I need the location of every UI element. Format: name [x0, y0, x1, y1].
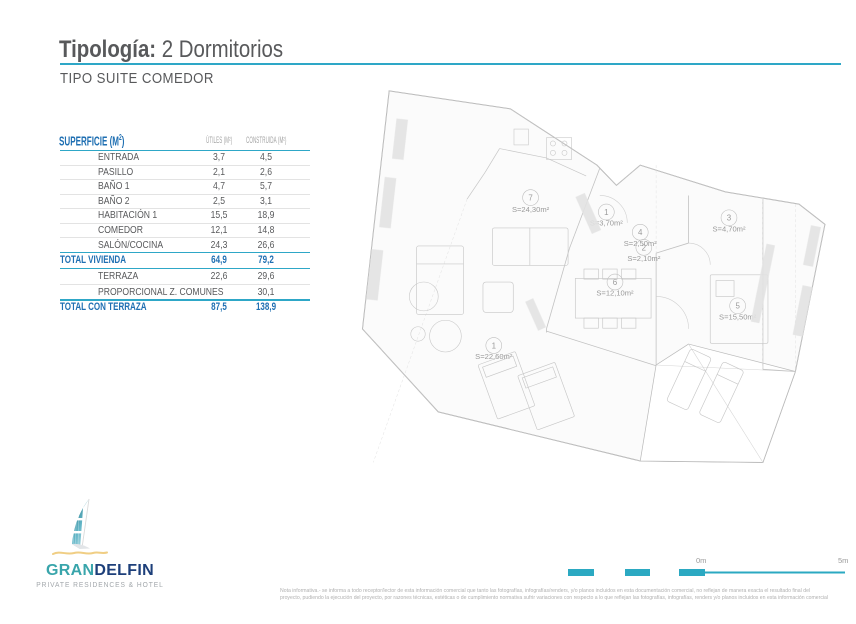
svg-text:S=22,60m²: S=22,60m²: [475, 352, 513, 361]
svg-text:2: 2: [642, 243, 646, 252]
svg-text:5: 5: [735, 302, 740, 311]
svg-text:4: 4: [638, 228, 643, 237]
svg-text:S=12,10m²: S=12,10m²: [596, 289, 634, 298]
svg-text:S=15,50m²: S=15,50m²: [719, 313, 757, 322]
svg-text:7: 7: [528, 193, 532, 202]
svg-text:S=24,30m²: S=24,30m²: [512, 205, 550, 214]
svg-text:1: 1: [604, 208, 609, 217]
svg-text:1: 1: [492, 341, 497, 350]
svg-text:S=2,10m²: S=2,10m²: [627, 254, 660, 263]
svg-text:3: 3: [727, 214, 732, 223]
svg-text:S=4,70m²: S=4,70m²: [712, 225, 745, 234]
